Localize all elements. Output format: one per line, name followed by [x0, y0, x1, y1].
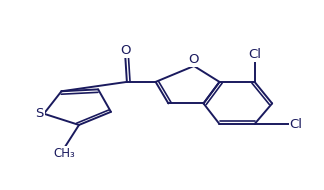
Text: Cl: Cl	[290, 118, 303, 131]
Text: S: S	[36, 107, 44, 120]
Text: Cl: Cl	[248, 48, 261, 61]
Text: CH₃: CH₃	[54, 147, 75, 160]
Text: O: O	[189, 53, 199, 66]
Text: O: O	[120, 44, 131, 57]
